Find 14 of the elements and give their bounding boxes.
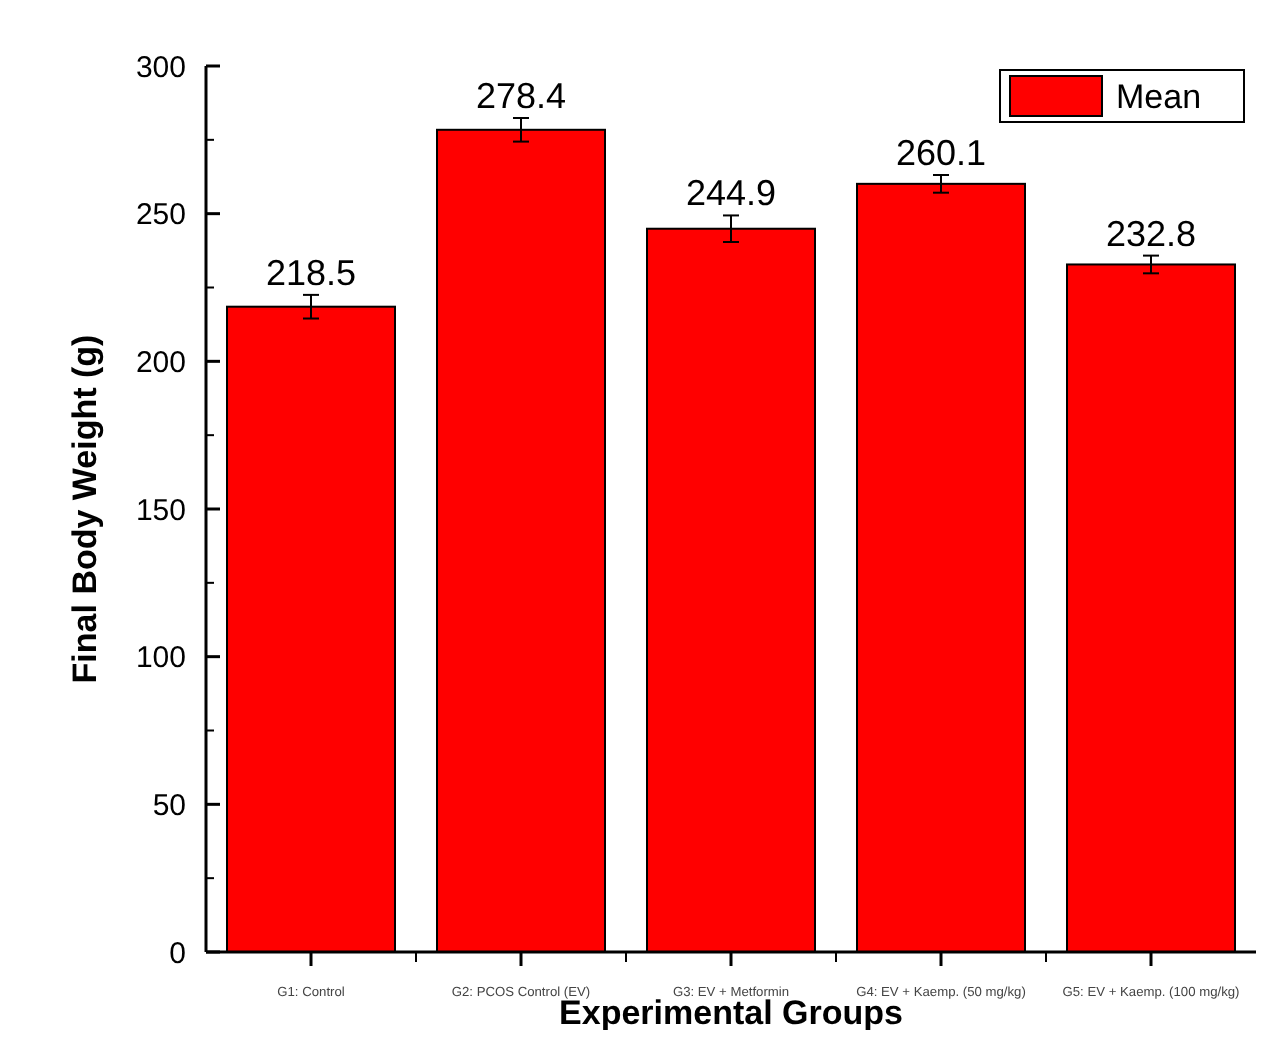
y-tick-label: 0	[169, 936, 186, 971]
y-tick-label: 250	[135, 198, 186, 233]
legend-label: Mean	[1116, 78, 1202, 116]
data-label: 244.9	[685, 173, 777, 214]
y-axis-title: Final Body Weight (g)	[66, 334, 104, 684]
y-tick-label: 100	[135, 641, 186, 676]
data-label: 278.4	[475, 75, 567, 116]
data-label: 260.1	[895, 132, 987, 173]
y-tick-label: 200	[135, 345, 186, 380]
y-tick-label: 50	[152, 788, 186, 823]
data-label: 232.8	[1105, 213, 1197, 254]
data-label: 218.5	[265, 252, 357, 293]
y-tick-label: 300	[135, 50, 186, 85]
y-tick-label: 150	[135, 493, 186, 528]
